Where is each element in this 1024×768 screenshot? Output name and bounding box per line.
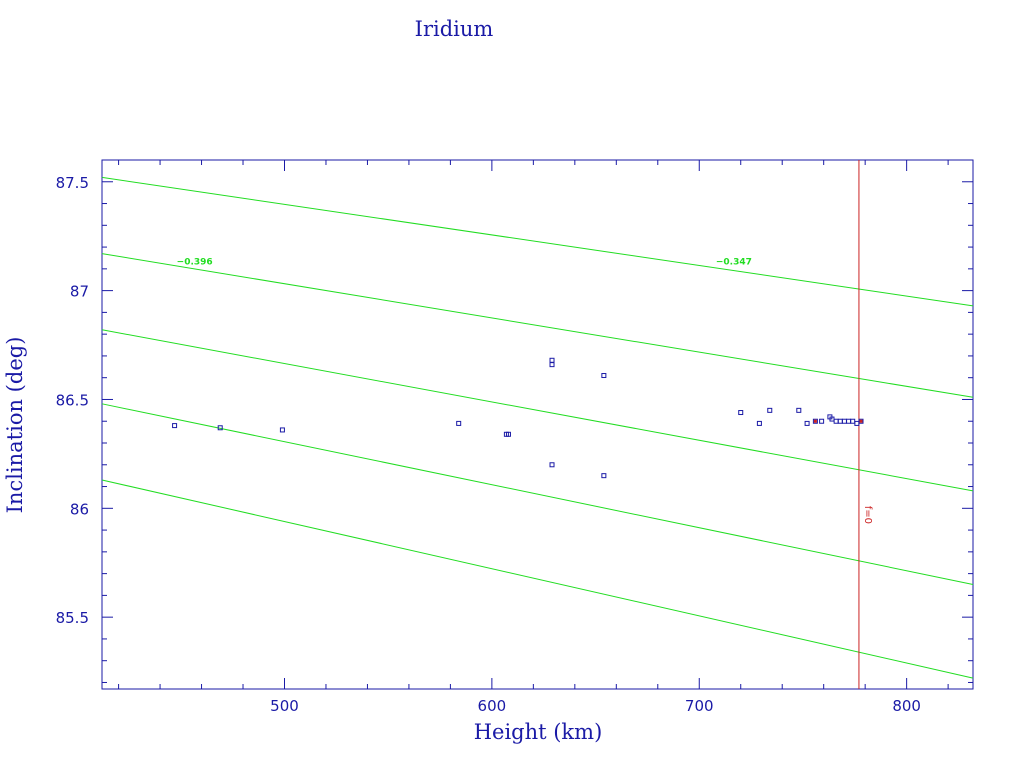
data-point <box>767 407 773 413</box>
data-point <box>756 420 762 426</box>
plot-frame <box>101 159 974 690</box>
highlight-point <box>813 419 817 423</box>
x-tick-label: 700 <box>685 697 714 715</box>
y-minor-ticks <box>102 159 973 683</box>
data-point <box>837 418 843 424</box>
x-minor-ticks <box>118 160 949 689</box>
data-point <box>279 427 285 433</box>
x-ticks: 500 600 700 800 <box>270 160 921 715</box>
data-point <box>841 418 847 424</box>
data-point <box>549 462 555 468</box>
vertical-line-label: f=0 <box>862 506 873 524</box>
data-points <box>172 357 864 479</box>
reference-line <box>101 176 974 307</box>
data-point <box>601 473 607 479</box>
reference-line <box>101 329 974 492</box>
reference-line-label: −0.396 <box>177 257 213 267</box>
data-point <box>217 425 223 431</box>
chart-title: Iridium <box>415 17 494 41</box>
vertical-line-group: f=0 <box>858 160 873 689</box>
x-tick-label: 500 <box>270 697 299 715</box>
y-axis-label: Inclination (deg) <box>3 337 27 514</box>
data-point <box>796 407 802 413</box>
data-point <box>456 420 462 426</box>
data-point <box>549 357 555 363</box>
data-point <box>505 431 511 437</box>
data-point <box>850 418 856 424</box>
y-tick-label: 87 <box>70 283 89 301</box>
data-point <box>833 418 839 424</box>
highlight-points <box>813 419 863 423</box>
reference-line-labels: −0.396 −0.347 <box>177 257 752 267</box>
y-tick-label: 87.5 <box>56 174 89 192</box>
data-point <box>858 418 864 424</box>
data-point <box>172 423 178 429</box>
data-point <box>812 418 818 424</box>
reference-line <box>101 253 974 398</box>
reference-line <box>101 479 974 679</box>
highlight-point <box>859 419 863 423</box>
data-point <box>854 420 860 426</box>
y-tick-label: 85.5 <box>56 609 89 627</box>
data-point <box>601 373 607 379</box>
data-point <box>819 418 825 424</box>
data-point <box>846 418 852 424</box>
x-axis-label: Height (km) <box>474 720 603 744</box>
y-ticks: 85.5 86 86.5 87 87.5 <box>56 174 973 627</box>
x-tick-label: 800 <box>892 697 921 715</box>
x-tick-label: 600 <box>478 697 507 715</box>
y-tick-label: 86.5 <box>56 391 89 409</box>
reference-lines <box>101 176 974 679</box>
data-point <box>549 362 555 368</box>
reference-line-label: −0.347 <box>716 257 752 267</box>
y-tick-label: 86 <box>70 500 89 518</box>
data-point <box>804 420 810 426</box>
data-point <box>738 410 744 416</box>
reference-line <box>101 403 974 585</box>
